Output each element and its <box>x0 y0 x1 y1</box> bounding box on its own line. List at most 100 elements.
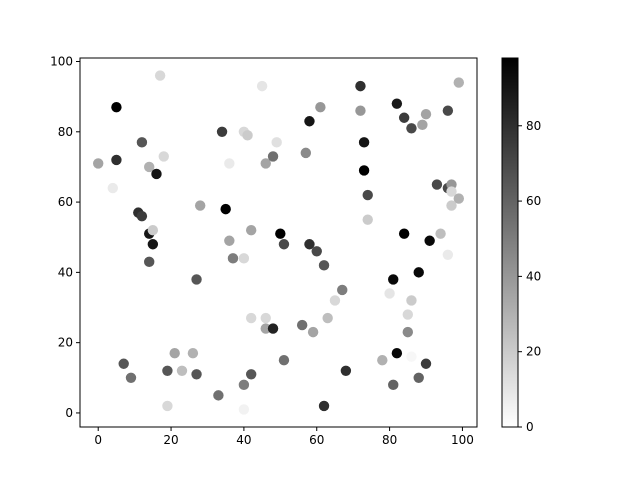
data-point <box>413 372 424 383</box>
data-point <box>213 390 224 401</box>
y-tick-label: 100 <box>50 55 73 69</box>
data-point <box>406 123 417 134</box>
data-point <box>144 256 155 268</box>
data-point <box>260 323 271 334</box>
data-point <box>238 379 250 391</box>
data-point <box>136 210 148 222</box>
data-point <box>391 98 403 109</box>
data-point <box>322 312 333 324</box>
colorbar-tick-label: 40 <box>526 269 541 283</box>
data-point <box>358 165 370 176</box>
data-point <box>446 186 457 197</box>
y-tick-label: 80 <box>58 125 73 139</box>
data-point <box>242 130 253 141</box>
data-point <box>424 235 435 246</box>
data-point <box>238 404 250 415</box>
data-point <box>260 312 271 324</box>
data-point <box>220 203 231 215</box>
x-tick-label: 0 <box>94 433 102 447</box>
data-point <box>187 348 199 359</box>
data-point <box>388 274 399 285</box>
data-point <box>420 109 432 120</box>
data-point <box>296 319 308 331</box>
data-point <box>147 225 159 236</box>
data-point <box>107 182 118 194</box>
data-point <box>271 137 282 148</box>
data-point <box>224 235 235 246</box>
data-point <box>118 358 129 369</box>
data-point <box>402 309 413 320</box>
data-point <box>304 239 315 250</box>
data-point <box>169 348 180 359</box>
data-point <box>384 288 395 299</box>
colorbar-tick-label: 20 <box>526 345 541 359</box>
data-point <box>245 225 257 236</box>
data-point <box>453 77 464 88</box>
data-point <box>227 253 239 264</box>
data-point <box>147 239 159 250</box>
data-point <box>355 105 366 116</box>
data-point <box>278 355 290 366</box>
data-point <box>136 137 148 148</box>
data-point <box>245 369 257 380</box>
data-point <box>406 351 417 362</box>
data-point <box>304 116 315 127</box>
data-point <box>144 161 155 173</box>
data-point <box>111 102 122 113</box>
data-point <box>162 365 173 376</box>
data-point <box>260 158 271 169</box>
data-point <box>194 200 206 211</box>
data-point <box>329 295 341 306</box>
data-point <box>216 126 228 137</box>
colorbar-tick-label: 0 <box>526 420 534 434</box>
data-point <box>307 326 319 338</box>
y-tick-label: 40 <box>58 265 73 279</box>
data-point <box>391 348 403 359</box>
data-point <box>267 151 279 162</box>
data-point <box>442 105 454 116</box>
data-point <box>315 102 326 113</box>
x-tick-label: 100 <box>451 433 474 447</box>
data-point <box>158 151 169 162</box>
data-point <box>377 355 388 366</box>
y-tick-label: 20 <box>58 336 73 350</box>
data-point <box>388 379 399 391</box>
data-point <box>340 365 352 376</box>
y-tick-label: 60 <box>58 195 73 209</box>
data-point <box>256 80 268 92</box>
data-point <box>398 228 410 239</box>
data-point <box>413 267 424 278</box>
data-point <box>275 228 286 239</box>
data-point <box>402 326 413 338</box>
data-point <box>238 253 250 264</box>
data-point <box>318 400 330 412</box>
data-point <box>311 246 322 257</box>
x-axis: 0 20 40 60 80 100 <box>94 427 474 447</box>
data-point <box>435 228 446 239</box>
data-point <box>318 260 330 271</box>
colorbar-tick-label: 80 <box>526 119 541 133</box>
data-point <box>337 284 348 296</box>
data-point <box>93 158 104 169</box>
data-point <box>111 154 122 166</box>
data-point <box>446 200 457 211</box>
data-point <box>431 179 443 190</box>
data-point <box>191 369 202 380</box>
data-point <box>406 295 417 306</box>
data-point <box>245 312 257 324</box>
data-point <box>125 372 137 383</box>
data-point <box>398 112 410 123</box>
data-point <box>442 249 454 260</box>
data-point <box>151 168 162 180</box>
data-point <box>300 147 312 159</box>
data-point <box>362 189 373 201</box>
data-point <box>271 239 282 250</box>
y-axis: 0 20 40 60 80 100 <box>50 55 80 420</box>
x-tick-label: 40 <box>236 433 251 447</box>
x-tick-label: 20 <box>163 433 178 447</box>
data-point <box>355 80 366 92</box>
data-point <box>224 158 235 169</box>
data-point <box>417 119 428 130</box>
data-point <box>420 358 432 369</box>
data-point <box>358 137 370 148</box>
